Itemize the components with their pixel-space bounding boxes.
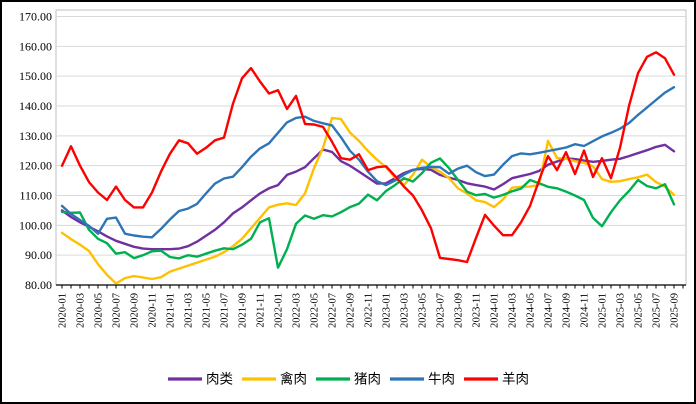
legend-item-pork: 猪肉	[316, 372, 381, 387]
x-tick-label: 2023-01	[382, 293, 393, 328]
legend-item-poultry: 禽肉	[242, 371, 307, 387]
x-tick-label: 2021-05	[202, 293, 213, 328]
y-tick-label: 110.00	[19, 189, 52, 203]
y-tick-label: 100.00	[19, 218, 52, 232]
x-tick-label: 2022-05	[310, 293, 321, 328]
y-tick-label: 90.00	[25, 248, 52, 262]
x-tick-label: 2025-03	[616, 293, 627, 328]
x-tick-label: 2020-05	[94, 293, 105, 328]
legend-label-beef: 牛肉	[428, 372, 455, 387]
x-tick-label: 2025-07	[652, 293, 663, 328]
x-tick-label: 2024-03	[508, 293, 519, 328]
x-tick-label: 2022-03	[292, 293, 303, 328]
x-tick-label: 2021-11	[256, 293, 267, 328]
legend-item-beef: 牛肉	[390, 372, 455, 387]
y-tick-label: 80.00	[25, 278, 52, 292]
x-tick-label: 2024-05	[526, 293, 537, 328]
x-tick-label: 2024-09	[562, 293, 573, 328]
x-tick-label: 2021-09	[238, 293, 249, 328]
series-line-beef	[60, 85, 676, 239]
x-tick-label: 2024-07	[544, 293, 555, 328]
x-axis-labels: 2020-01 2020-03 2020-05 2020-07 2020-09 2020-…	[58, 293, 681, 328]
x-tick-label: 2022-09	[346, 293, 357, 328]
series-line-meat-overall	[60, 143, 676, 251]
x-tick-label: 2024-11	[580, 293, 591, 328]
x-axis	[56, 284, 686, 289]
series-line-mutton	[60, 51, 676, 264]
y-tick-label: 140.00	[19, 99, 52, 113]
y-tick-label: 120.00	[19, 159, 52, 173]
x-tick-label: 2020-09	[130, 293, 141, 328]
x-tick-label: 2025-09	[670, 293, 681, 328]
x-tick-label: 2024-01	[490, 293, 501, 328]
legend-label-poultry: 禽肉	[280, 371, 307, 387]
x-tick-label: 2022-07	[328, 293, 339, 328]
x-tick-label: 2023-03	[400, 293, 411, 328]
x-tick-label: 2021-01	[166, 293, 177, 328]
x-tick-label: 2023-11	[472, 293, 483, 328]
x-tick-label: 2023-07	[436, 293, 447, 328]
y-tick-label: 160.00	[19, 39, 52, 53]
series-line-pork	[60, 157, 676, 269]
legend-item-meat-overall: 肉类	[168, 372, 233, 387]
x-tick-label: 2022-11	[364, 293, 375, 328]
x-tick-label: 2021-03	[184, 293, 195, 328]
y-tick-label: 130.00	[19, 129, 52, 143]
legend: 肉类 禽肉 猪肉 牛肉 羊肉	[168, 371, 529, 387]
plot-area	[55, 9, 687, 286]
legend-item-mutton: 羊肉	[464, 372, 529, 387]
legend-label-pork: 猪肉	[354, 372, 381, 387]
legend-label-mutton: 羊肉	[502, 372, 529, 387]
x-tick-label: 2023-05	[418, 293, 429, 328]
legend-label-meat-overall: 肉类	[206, 372, 233, 387]
x-tick-label: 2020-03	[76, 293, 87, 328]
x-tick-label: 2020-07	[112, 293, 123, 328]
x-tick-label: 2022-01	[274, 293, 285, 328]
x-tick-label: 2021-07	[220, 293, 231, 328]
series-line-poultry	[60, 116, 676, 285]
x-tick-label: 2023-09	[454, 293, 465, 328]
x-tick-label: 2020-01	[58, 293, 69, 328]
y-tick-label: 170.00	[19, 10, 52, 24]
y-tick-label: 150.00	[19, 69, 52, 83]
x-tick-label: 2020-11	[148, 293, 159, 328]
x-tick-label: 2025-05	[634, 293, 645, 328]
y-axis-labels: 80.00 90.00 100.00 110.00 120.00 130.00 140.00…	[19, 10, 52, 293]
x-tick-label: 2025-01	[598, 293, 609, 328]
gridlines	[56, 16, 686, 256]
